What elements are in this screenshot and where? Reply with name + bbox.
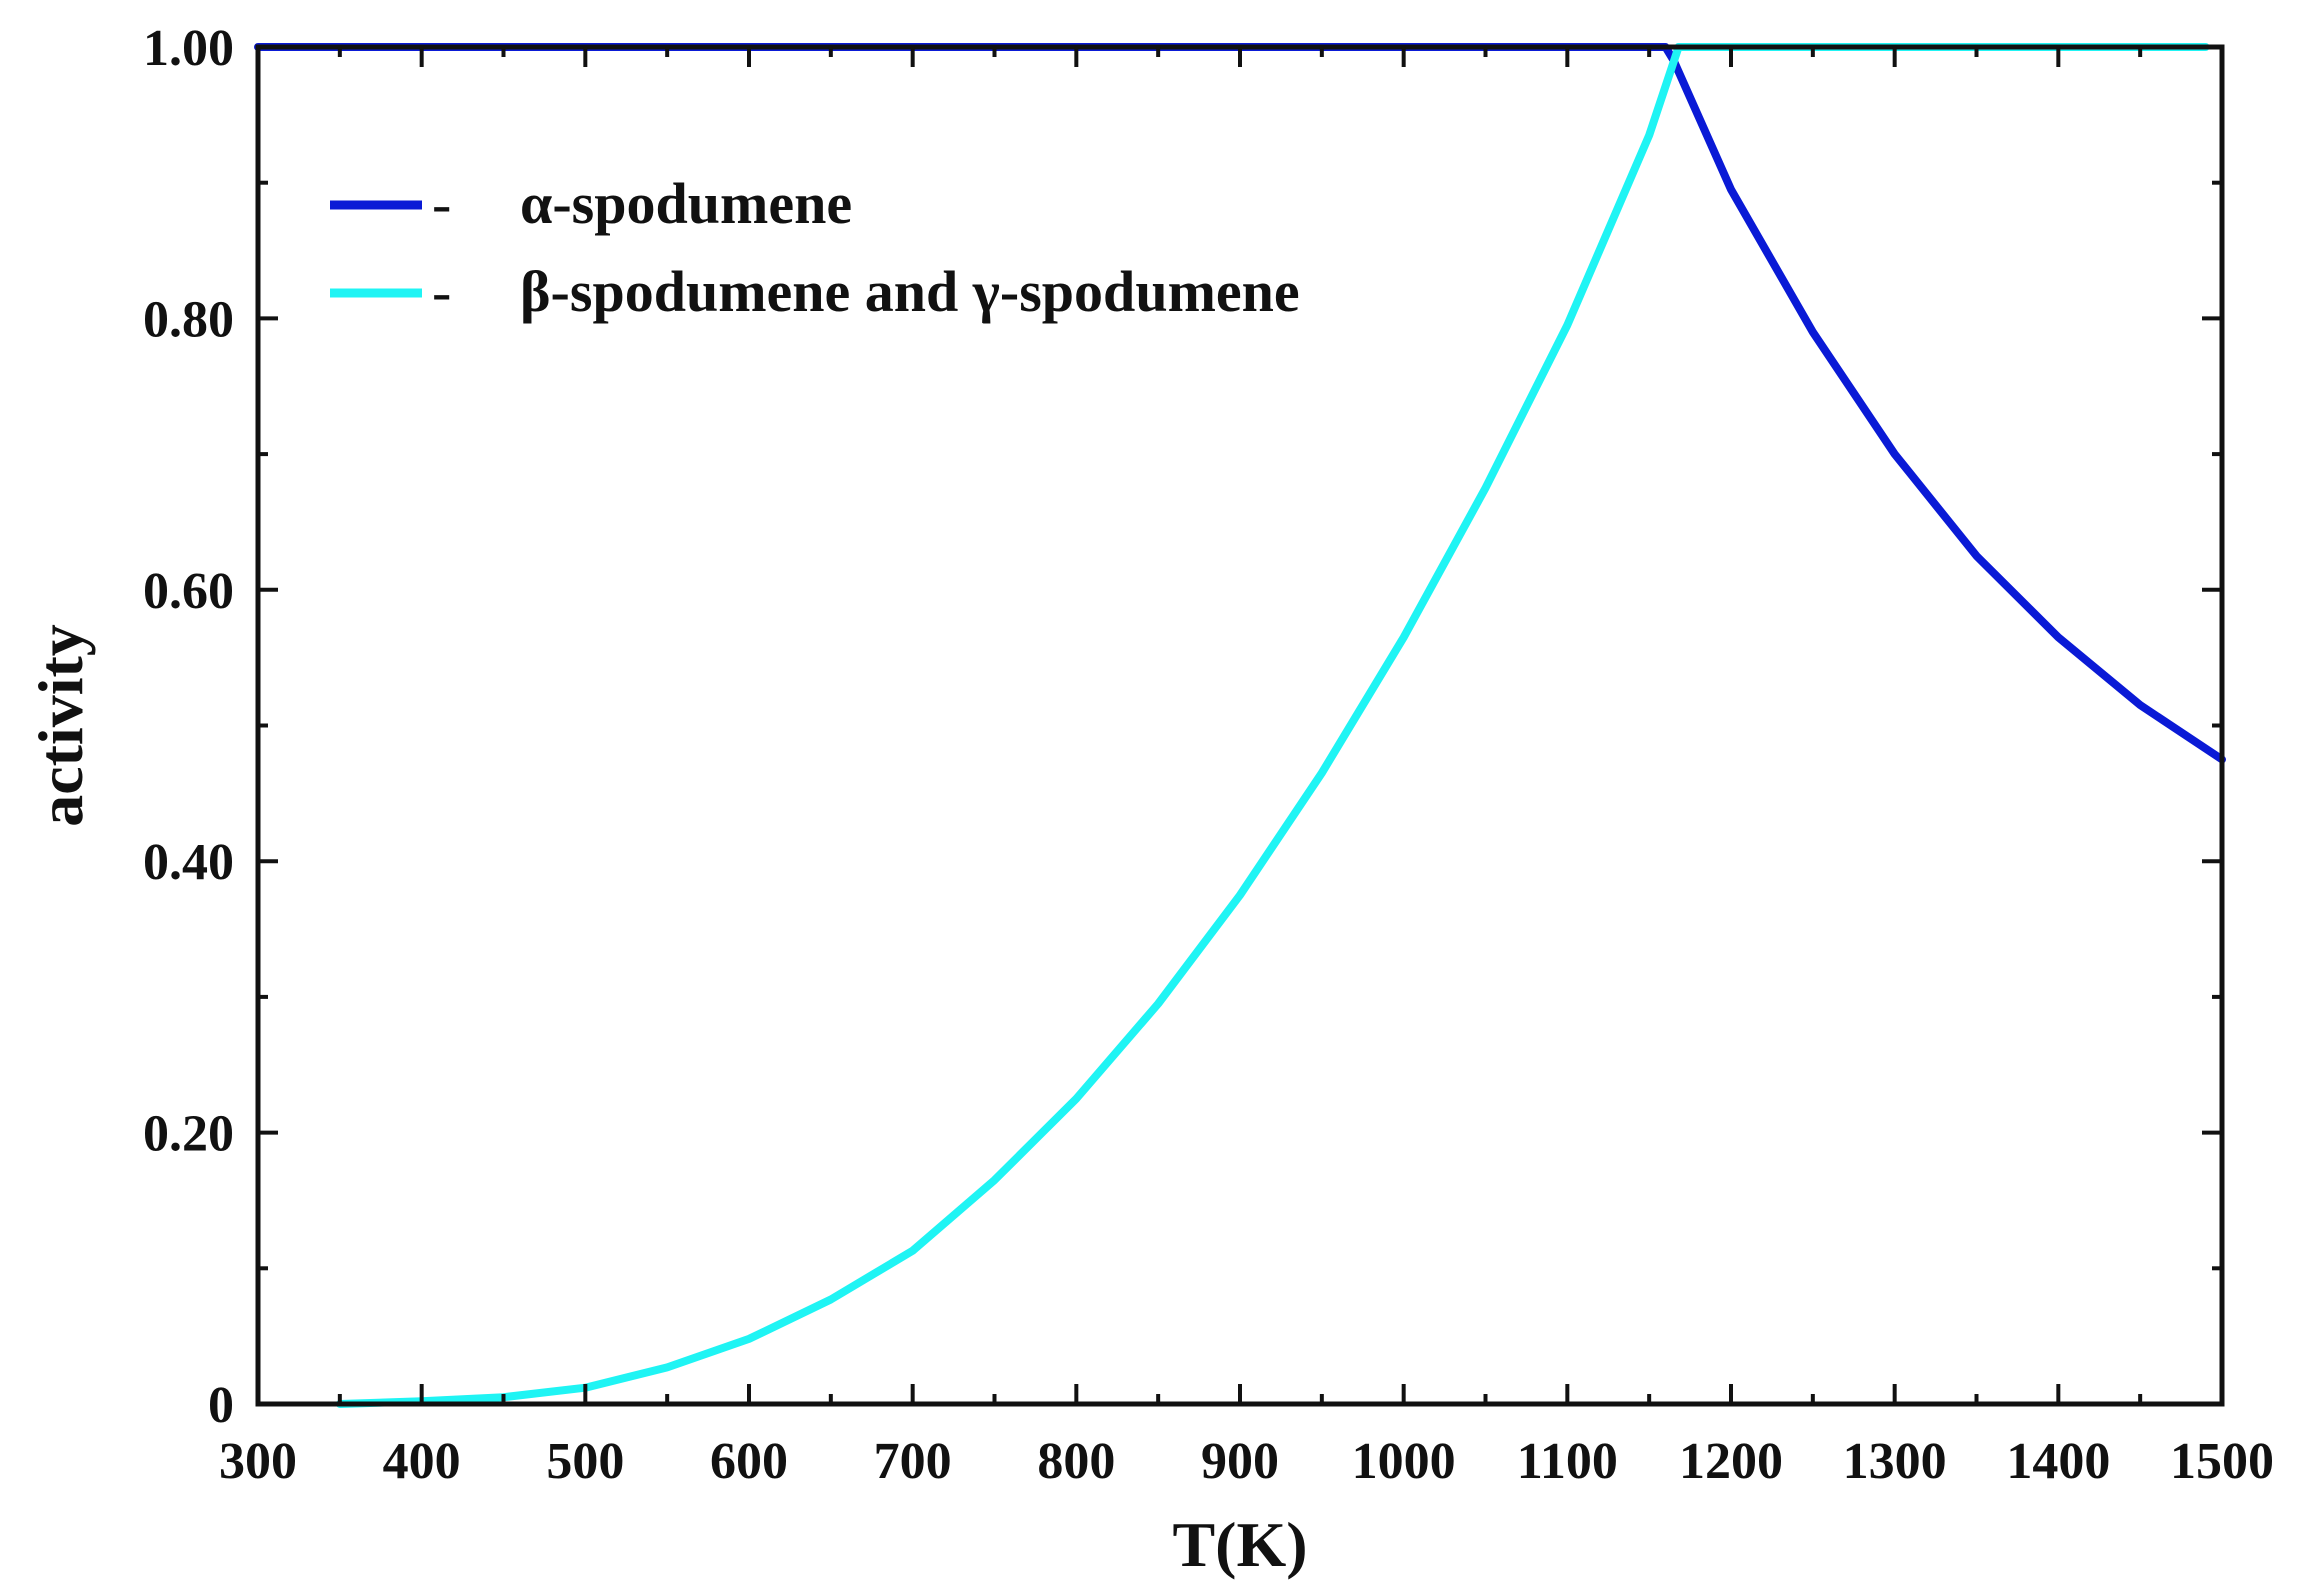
plot-frame (255, 44, 2225, 1407)
legend-marker-beta-gamma: - (432, 259, 451, 324)
y-tick-label: 0.60 (143, 563, 234, 620)
y-tick-label: 0.40 (143, 834, 234, 891)
x-tick-label: 800 (1037, 1433, 1115, 1490)
x-tick-label: 700 (874, 1433, 952, 1490)
x-tick-label: 600 (710, 1433, 788, 1490)
x-tick-label: 1500 (2170, 1433, 2274, 1490)
series-line-0 (254, 43, 2226, 764)
axis-tick-labels: 300 400 500 600 700 800 900 1000 1100 1200 1300 140… (143, 20, 2274, 1490)
x-tick-label: 1400 (2006, 1433, 2110, 1490)
x-tick-label: 500 (546, 1433, 624, 1490)
y-tick-label: 1.00 (143, 20, 234, 77)
y-axis-title: activity (25, 624, 96, 827)
x-tick-label: 1000 (1352, 1433, 1456, 1490)
series-line-1 (335, 43, 2210, 1408)
x-tick-label: 1100 (1517, 1433, 1618, 1490)
x-tick-label: 400 (383, 1433, 461, 1490)
x-axis-title: T(K) (1172, 1509, 1307, 1580)
y-tick-label: 0 (208, 1377, 234, 1434)
axis-ticks (256, 45, 2224, 1406)
legend: - α-spodumene - β-spodumene and γ-spodum… (330, 171, 1300, 324)
y-tick-label: 0.20 (143, 1106, 234, 1163)
legend-label-beta-gamma: β-spodumene and γ-spodumene (520, 259, 1300, 324)
x-tick-label: 300 (219, 1433, 297, 1490)
x-tick-label: 1200 (1679, 1433, 1783, 1490)
y-tick-label: 0.80 (143, 291, 234, 348)
x-tick-label: 900 (1201, 1433, 1279, 1490)
legend-label-alpha: α-spodumene (520, 171, 852, 236)
plot-lines (254, 43, 2226, 1408)
x-tick-label: 1300 (1843, 1433, 1947, 1490)
legend-marker-alpha: - (432, 171, 451, 236)
